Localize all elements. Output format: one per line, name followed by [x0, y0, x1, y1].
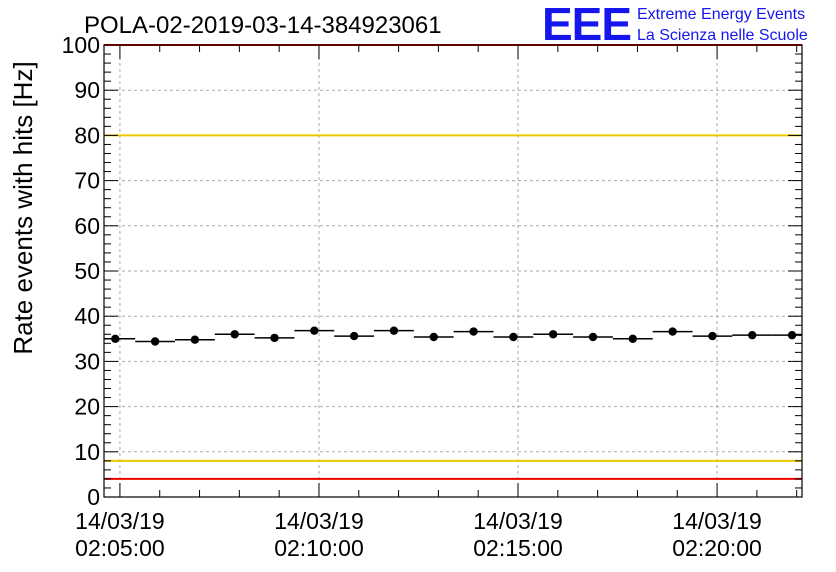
logo-line-1: Extreme Energy Events	[637, 6, 805, 23]
data-points	[104, 326, 802, 346]
x-tick-time-label: 02:05:00	[75, 535, 165, 561]
x-tick-date-label: 14/03/19	[274, 508, 364, 534]
data-point	[429, 332, 438, 342]
data-point	[787, 330, 797, 340]
x-tick-date-label: 14/03/19	[473, 508, 563, 534]
x-tick-date-label: 14/03/19	[75, 508, 165, 534]
eee-logo: EEE Extreme Energy Events La Scienza nel…	[542, 0, 808, 50]
y-tick-label: 10	[74, 439, 100, 465]
x-tick-time-label: 02:15:00	[473, 535, 563, 561]
axis-ticks	[104, 44, 802, 498]
y-tick-label: 70	[74, 168, 100, 194]
data-point	[230, 330, 239, 339]
x-tick-time-label: 02:20:00	[672, 535, 762, 561]
grid	[104, 45, 802, 497]
y-tick-label: 40	[74, 303, 100, 329]
data-point	[708, 331, 717, 341]
data-point	[469, 327, 478, 336]
data-point	[111, 334, 120, 343]
x-tick-time-label: 02:10:00	[274, 535, 364, 561]
y-tick-label: 50	[74, 258, 100, 284]
y-tick-label: 80	[74, 122, 100, 148]
y-tick-label: 100	[62, 32, 100, 58]
tick-labels: 010203040506070809010014/03/1902:05:0014…	[62, 32, 762, 561]
logo-letters: EEE	[542, 0, 631, 50]
data-point	[588, 332, 598, 342]
y-tick-label: 20	[74, 394, 100, 420]
chart-title: POLA-02-2019-03-14-384923061	[84, 12, 442, 39]
data-point	[548, 330, 558, 339]
data-point	[628, 334, 638, 343]
data-point	[509, 332, 518, 342]
y-tick-label: 90	[74, 77, 100, 103]
y-tick-label: 60	[74, 213, 100, 239]
y-axis-title: Rate events with hits [Hz]	[8, 61, 38, 354]
y-tick-label: 30	[74, 348, 100, 374]
y-tick-label: 0	[87, 484, 100, 510]
data-point	[389, 326, 399, 335]
logo-line-2: La Scienza nelle Scuole	[637, 27, 808, 44]
data-point	[748, 330, 757, 340]
reference-lines	[104, 44, 802, 480]
data-point	[270, 333, 279, 343]
data-point	[310, 326, 319, 335]
x-tick-date-label: 14/03/19	[672, 508, 762, 534]
data-point	[190, 335, 200, 344]
data-point	[349, 331, 359, 341]
data-point	[150, 337, 160, 346]
data-point	[668, 327, 677, 336]
